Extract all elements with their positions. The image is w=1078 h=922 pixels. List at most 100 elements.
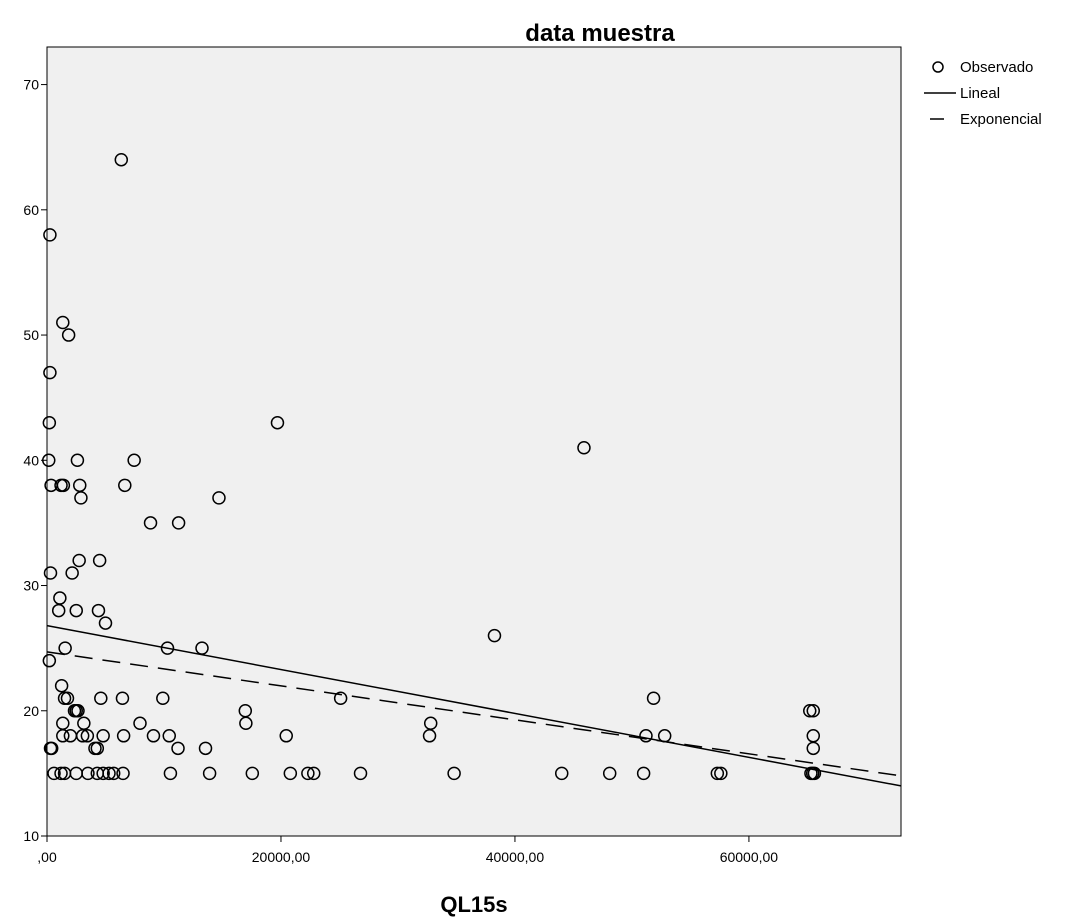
data-point — [143, 516, 158, 530]
data-point — [301, 766, 315, 781]
data-point — [54, 766, 68, 781]
data-point — [60, 691, 75, 705]
data-point — [353, 766, 368, 781]
legend-label: Observado — [960, 59, 1033, 76]
data-point — [156, 691, 170, 705]
data-point — [56, 315, 70, 330]
data-point — [202, 766, 217, 781]
x-axis: ,00 20000,00 40000,00 60000,00 — [37, 836, 778, 865]
data-point — [116, 766, 130, 781]
data-point — [69, 603, 83, 618]
y-tick-label: 60 — [23, 202, 39, 218]
data-point — [162, 729, 177, 743]
data-point — [270, 415, 285, 430]
data-point — [81, 766, 95, 781]
data-point — [92, 553, 107, 568]
data-point — [72, 553, 86, 568]
y-tick-label: 70 — [23, 77, 39, 93]
data-point — [43, 228, 57, 242]
data-point — [212, 491, 226, 505]
y-tick-label: 10 — [23, 828, 39, 844]
x-tick-label: 20000,00 — [252, 849, 311, 865]
x-axis-label: QL15s — [440, 892, 507, 917]
data-point — [98, 616, 113, 630]
data-point — [639, 729, 653, 743]
y-tick-label: 50 — [23, 327, 39, 343]
exponential-fit-line — [46, 651, 902, 777]
legend-label: Lineal — [960, 85, 1000, 102]
plot-area — [46, 46, 902, 837]
data-point — [43, 566, 58, 580]
data-point — [646, 691, 661, 705]
data-point — [94, 691, 108, 705]
data-point — [47, 766, 61, 781]
data-point — [71, 704, 85, 718]
data-point — [43, 365, 57, 380]
data-point — [96, 729, 110, 743]
data-point — [422, 729, 437, 743]
legend-label: Exponencial — [960, 111, 1042, 128]
y-tick-label: 30 — [23, 578, 39, 594]
data-point — [75, 729, 90, 743]
data-point — [806, 704, 821, 718]
data-point — [279, 729, 293, 743]
y-tick-label: 40 — [23, 452, 39, 468]
data-point — [487, 628, 502, 643]
fit-lines — [46, 624, 902, 787]
legend: Observado Lineal Exponencial — [924, 59, 1042, 128]
data-point — [602, 766, 617, 781]
data-point — [65, 566, 79, 580]
data-point — [636, 766, 651, 781]
data-point — [146, 729, 161, 743]
data-point — [61, 328, 76, 342]
data-point — [577, 441, 591, 455]
data-point — [56, 729, 70, 743]
x-tick-label: 60000,00 — [720, 849, 779, 865]
data-point — [56, 478, 71, 493]
data-point — [102, 766, 116, 781]
data-point — [58, 641, 72, 655]
data-point — [106, 766, 121, 781]
data-point — [90, 741, 105, 756]
data-point — [54, 678, 69, 693]
data-point — [42, 653, 57, 668]
data-point — [333, 691, 348, 705]
observed-points — [42, 152, 822, 781]
data-point — [116, 729, 131, 743]
data-point — [171, 516, 186, 530]
linear-fit-line — [46, 624, 902, 787]
data-point — [70, 453, 85, 468]
data-point — [283, 766, 298, 781]
data-point — [710, 766, 725, 781]
data-point — [554, 766, 569, 781]
data-point — [42, 453, 56, 468]
y-tick-label: 20 — [23, 703, 39, 719]
data-point — [447, 766, 461, 781]
data-point — [245, 766, 260, 781]
chart-title: data muestra — [525, 20, 675, 47]
data-point — [115, 691, 130, 705]
data-point — [657, 729, 672, 743]
legend-circle-icon — [932, 61, 944, 73]
data-point — [198, 741, 213, 756]
data-point — [118, 478, 132, 493]
data-point — [714, 766, 728, 781]
data-point — [306, 766, 321, 781]
x-tick-label: 40000,00 — [486, 849, 545, 865]
data-point — [171, 741, 185, 756]
data-point — [51, 603, 66, 618]
data-point — [807, 766, 822, 781]
data-point — [91, 603, 106, 618]
x-tick-label: ,00 — [37, 849, 57, 865]
data-point — [42, 415, 57, 430]
data-point — [44, 741, 59, 756]
data-point — [195, 641, 209, 655]
data-point — [806, 741, 821, 756]
data-point — [74, 491, 88, 505]
data-point — [160, 641, 175, 655]
data-point — [80, 729, 95, 743]
data-point — [163, 766, 178, 781]
data-point — [803, 704, 817, 718]
y-axis: 10 20 30 40 50 60 70 — [23, 77, 47, 844]
